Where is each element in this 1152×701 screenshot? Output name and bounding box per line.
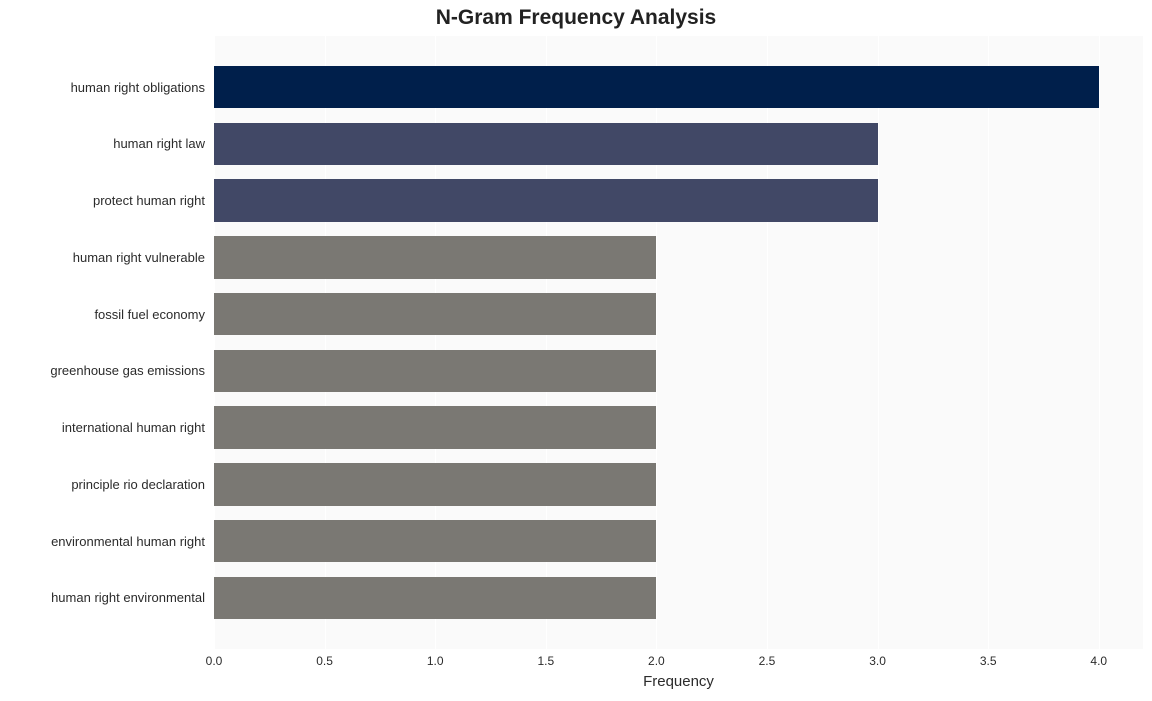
x-tick-label: 1.0 (427, 654, 444, 668)
y-tick-label: protect human right (0, 193, 205, 208)
x-tick-label: 1.5 (537, 654, 554, 668)
bar (214, 350, 656, 393)
x-tick-label: 3.0 (869, 654, 886, 668)
x-tick-label: 3.5 (980, 654, 997, 668)
y-tick-label: human right vulnerable (0, 250, 205, 265)
x-tick-label: 4.0 (1090, 654, 1107, 668)
y-tick-label: human right law (0, 136, 205, 151)
bar-band (214, 399, 1143, 456)
y-tick-label: human right obligations (0, 80, 205, 95)
y-axis-labels: human right obligations human right law pr… (0, 36, 205, 649)
y-tick-label: fossil fuel economy (0, 307, 205, 322)
y-tick-label: international human right (0, 420, 205, 435)
x-axis-ticks: 0.00.51.01.52.02.53.03.54.0 (214, 654, 1143, 672)
plot-area (214, 36, 1143, 649)
x-tick-label: 2.5 (759, 654, 776, 668)
y-tick-label: environmental human right (0, 534, 205, 549)
bar-band (214, 59, 1143, 116)
x-tick-label: 2.0 (648, 654, 665, 668)
bar-band (214, 456, 1143, 513)
x-axis-label: Frequency (214, 673, 1143, 690)
bar-band (214, 513, 1143, 570)
bar-band (214, 286, 1143, 343)
bar (214, 463, 656, 506)
bar-band (214, 115, 1143, 172)
bar (214, 577, 656, 620)
ngram-chart: N-Gram Frequency Analysis human right ob… (0, 0, 1152, 701)
chart-title: N-Gram Frequency Analysis (0, 6, 1152, 30)
bar (214, 520, 656, 563)
y-tick-label: human right environmental (0, 590, 205, 605)
bar (214, 179, 878, 222)
y-tick-label: greenhouse gas emissions (0, 363, 205, 378)
bar-band (214, 570, 1143, 627)
bar-band (214, 172, 1143, 229)
bar (214, 66, 1099, 109)
bar (214, 406, 656, 449)
y-tick-label: principle rio declaration (0, 477, 205, 492)
bar-band (214, 229, 1143, 286)
x-tick-label: 0.5 (316, 654, 333, 668)
x-tick-label: 0.0 (206, 654, 223, 668)
bar (214, 236, 656, 279)
bar (214, 123, 878, 166)
bar-band (214, 343, 1143, 400)
bar (214, 293, 656, 336)
